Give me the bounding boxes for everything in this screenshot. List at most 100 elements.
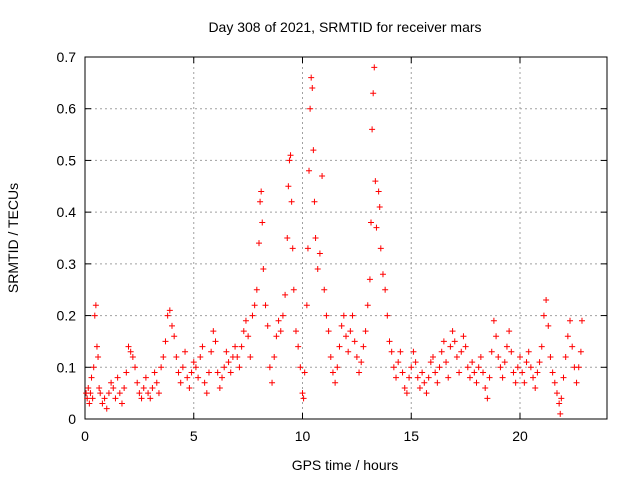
data-point [423, 390, 430, 397]
data-point [114, 374, 121, 381]
data-point [308, 74, 315, 81]
data-point [512, 379, 519, 386]
data-point [190, 359, 197, 366]
data-point [347, 328, 354, 335]
data-point [132, 364, 139, 371]
data-point [319, 172, 326, 179]
data-point [466, 374, 473, 381]
data-point [573, 379, 580, 386]
data-point [295, 343, 302, 350]
data-point [384, 312, 391, 319]
data-point [253, 286, 260, 293]
data-point [116, 390, 123, 397]
data-point [403, 390, 410, 397]
data-point [558, 395, 565, 402]
data-point [92, 302, 99, 309]
data-point [288, 198, 295, 205]
data-point [232, 343, 239, 350]
data-point [101, 395, 108, 402]
data-point [303, 302, 310, 309]
data-point [277, 328, 284, 335]
data-point [477, 353, 484, 360]
data-point [390, 364, 397, 371]
data-point [84, 395, 91, 402]
data-point [547, 353, 554, 360]
data-point [129, 353, 136, 360]
data-point [430, 353, 436, 360]
data-point [345, 348, 352, 355]
data-point [195, 374, 202, 381]
data-point [540, 312, 547, 319]
data-point [503, 343, 510, 350]
data-point [86, 400, 93, 407]
data-point [488, 348, 495, 355]
data-point [223, 348, 230, 355]
data-point [421, 379, 428, 386]
data-point [395, 359, 402, 366]
data-point [227, 369, 234, 376]
grid-lines [85, 57, 607, 419]
data-point [158, 364, 165, 371]
data-point [321, 286, 328, 293]
data-point [436, 364, 443, 371]
data-point [96, 384, 103, 391]
data-point [97, 390, 104, 397]
data-point [175, 369, 182, 376]
data-point [453, 353, 460, 360]
data-point [99, 400, 106, 407]
data-point [88, 374, 95, 381]
data-point [414, 374, 421, 381]
data-point [273, 333, 280, 340]
data-point [523, 359, 530, 366]
data-point [304, 245, 311, 252]
data-point [443, 359, 450, 366]
data-point [285, 183, 292, 190]
data-point [240, 328, 247, 335]
data-point [536, 359, 543, 366]
data-point [553, 390, 560, 397]
data-point [399, 369, 406, 376]
data-point [471, 369, 478, 376]
data-point [123, 369, 130, 376]
data-point [208, 348, 215, 355]
data-point [514, 364, 521, 371]
data-point [299, 390, 306, 397]
data-point [134, 379, 141, 386]
data-point [406, 374, 413, 381]
data-point [327, 353, 334, 360]
data-point [225, 359, 232, 366]
data-point [205, 369, 212, 376]
data-point [279, 312, 286, 319]
data-point [351, 338, 358, 345]
data-point [236, 364, 243, 371]
data-point [372, 178, 379, 185]
data-point [419, 369, 426, 376]
data-point [499, 374, 506, 381]
data-point [486, 374, 493, 381]
data-point [368, 219, 375, 226]
data-point [297, 364, 304, 371]
data-point [179, 364, 186, 371]
data-point [538, 343, 545, 350]
data-point [140, 384, 147, 391]
data-point [475, 364, 482, 371]
x-tick-label: 10 [295, 428, 311, 444]
data-point [377, 245, 384, 252]
data-point [210, 328, 217, 335]
data-point [312, 235, 319, 241]
data-point [201, 379, 208, 386]
data-point [449, 328, 456, 335]
data-point [105, 390, 112, 397]
data-point [549, 369, 556, 376]
data-point [89, 395, 96, 402]
data-point [110, 384, 117, 391]
y-tick-label: 0.7 [57, 49, 77, 65]
data-point [508, 348, 515, 355]
data-point [416, 384, 423, 391]
data-point [569, 343, 576, 350]
data-point [145, 390, 152, 397]
data-point [543, 297, 550, 304]
y-axis-label: SRMTID / TECUs [5, 183, 21, 293]
data-point [530, 374, 537, 381]
